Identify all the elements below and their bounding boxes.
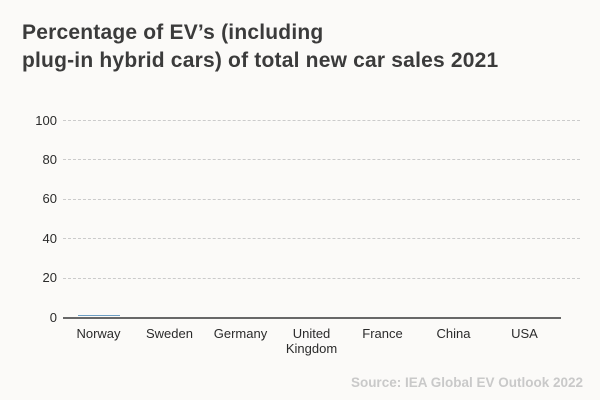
y-axis-tick-label: 80	[42, 151, 57, 167]
y-axis-tick-label: 40	[42, 230, 57, 246]
bar-norway	[77, 314, 120, 317]
x-axis-category-label: China	[436, 326, 471, 341]
y-gridline	[63, 120, 580, 121]
x-axis-category-label: France	[362, 326, 403, 341]
source-attribution: Source: IEA Global EV Outlook 2022	[350, 375, 583, 390]
y-axis-tick-label: 20	[42, 270, 57, 286]
x-axis-category-label: Sweden	[146, 326, 193, 341]
y-gridline	[63, 238, 580, 240]
x-axis-category-label: USA	[511, 326, 538, 341]
y-gridline	[63, 277, 580, 279]
y-gridline	[63, 159, 580, 161]
chart-title-line1: Percentage of EV’s (including	[22, 21, 324, 44]
y-axis-tick-label: 100	[35, 112, 57, 128]
chart-title-line2: plug-in hybrid cars) of total new car sa…	[22, 49, 499, 72]
y-axis-tick-label: 0	[49, 309, 57, 325]
y-axis-tick-label: 60	[42, 191, 57, 207]
chart-title: Percentage of EV’s (including plug-in hy…	[22, 19, 498, 75]
x-axis-category-label: Norway	[76, 326, 121, 341]
x-axis-line	[63, 316, 561, 319]
y-gridline	[63, 198, 580, 200]
x-axis-category-label: Germany	[213, 326, 268, 341]
x-axis-category-label: United Kingdom	[285, 326, 338, 356]
